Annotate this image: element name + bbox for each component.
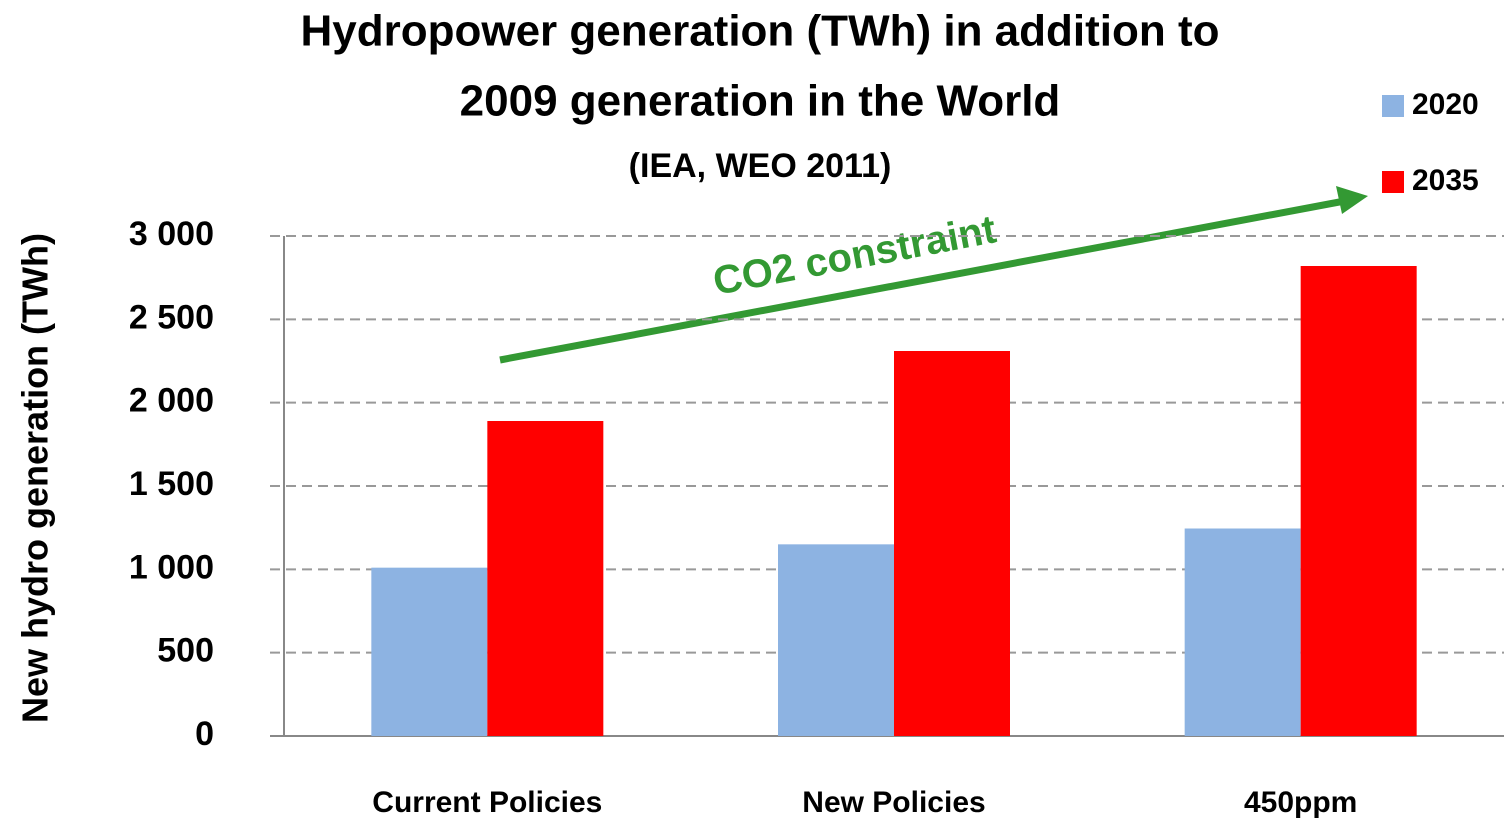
chart-title: 2009 generation in the World — [460, 77, 1061, 126]
bar — [1300, 266, 1417, 736]
x-tick-label: 450ppm — [1244, 786, 1357, 819]
bar — [371, 567, 488, 736]
y-tick-label: 2 500 — [129, 298, 214, 336]
legend-label: 2035 — [1412, 164, 1479, 197]
x-tick-label: Current Policies — [372, 786, 602, 819]
chart-subtitle: (IEA, WEO 2011) — [629, 147, 892, 185]
x-tick-label: New Policies — [802, 786, 985, 819]
y-tick-label: 0 — [195, 715, 214, 753]
y-axis-label: New hydro generation (TWh) — [15, 233, 56, 723]
chart-title: Hydropower generation (TWh) in addition … — [300, 7, 1219, 56]
legend-label: 2020 — [1412, 88, 1479, 121]
legend-swatch — [1382, 95, 1404, 117]
y-tick-label: 500 — [157, 632, 214, 670]
legend-swatch — [1382, 171, 1404, 193]
arrow — [499, 196, 1351, 364]
bar — [894, 351, 1010, 736]
y-tick-label: 2 000 — [129, 382, 214, 420]
annotation: CO2 constraint — [710, 207, 1000, 303]
y-tick-label: 1 500 — [129, 465, 214, 503]
bar — [1184, 528, 1301, 736]
y-tick-label: 1 000 — [129, 548, 214, 586]
arrow-head — [1336, 186, 1368, 214]
bar — [487, 421, 604, 736]
y-tick-label: 3 000 — [129, 215, 214, 253]
bar — [778, 544, 894, 736]
